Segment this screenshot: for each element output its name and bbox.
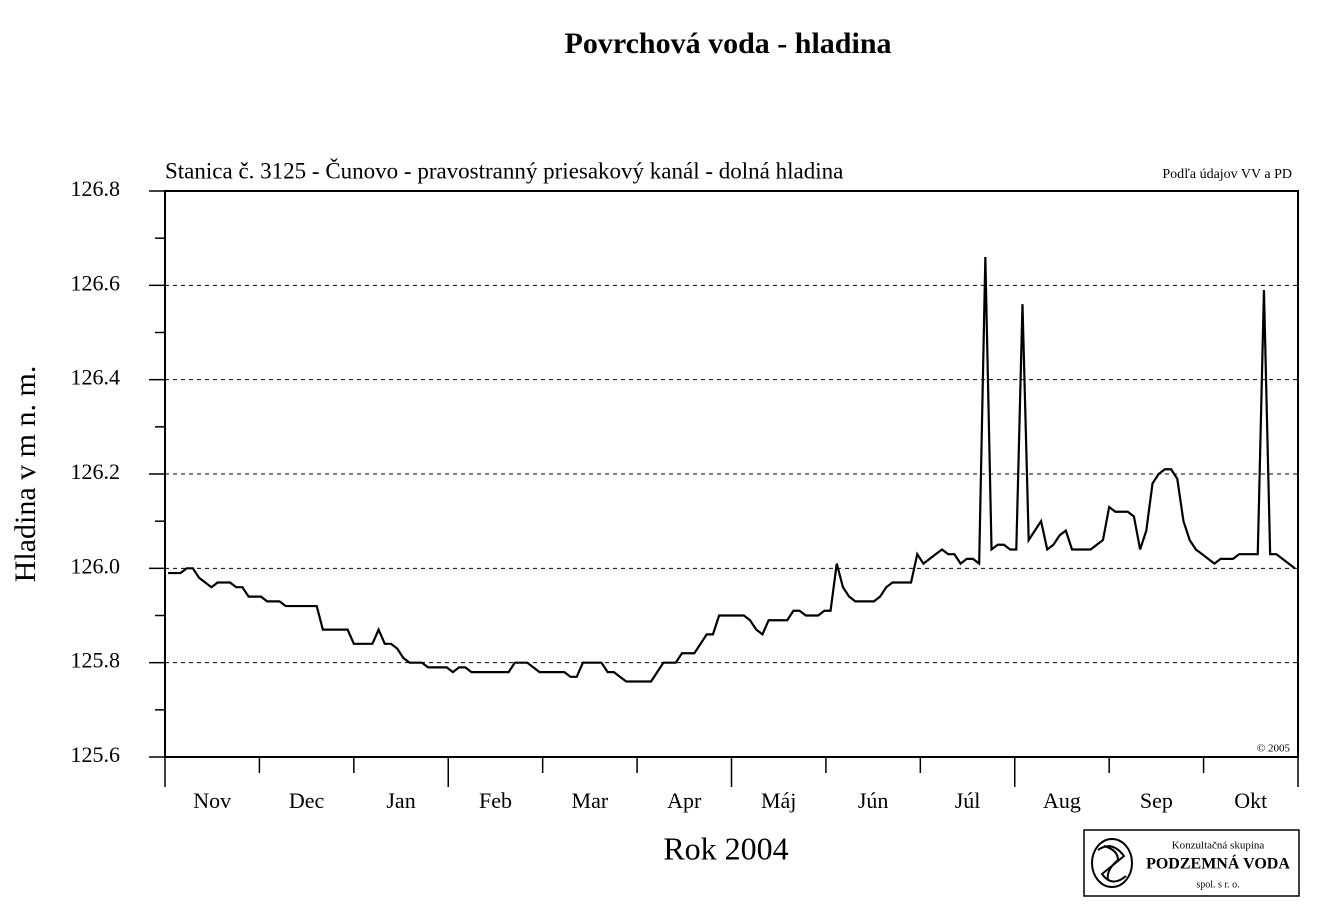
chart-title: Povrchová voda - hladina — [565, 27, 892, 60]
x-axis-label: Rok 2004 — [663, 830, 788, 866]
x-tick-label: Okt — [1234, 788, 1267, 813]
y-tick-label: 125.6 — [71, 742, 121, 767]
copyright: © 2005 — [1257, 743, 1291, 755]
x-tick-label: Mar — [572, 788, 609, 813]
logo: Konzultačná skupina PODZEMNÁ VODA spol. … — [1083, 829, 1300, 897]
y-axis-label: Hladina v m n. m. — [9, 366, 42, 583]
x-tick-label: Feb — [479, 788, 512, 813]
y-tick-label: 126.4 — [71, 365, 121, 390]
x-tick-label: Jan — [386, 788, 415, 813]
y-tick-label: 126.8 — [71, 176, 121, 201]
x-tick-label: Sep — [1140, 788, 1173, 813]
logo-line1: Konzultačná skupina — [1172, 840, 1265, 852]
x-tick-label: Dec — [289, 788, 325, 813]
plot-frame — [164, 190, 1299, 758]
logo-line3: spol. s r. o. — [1196, 879, 1239, 890]
logo-line2: PODZEMNÁ VODA — [1146, 854, 1290, 873]
y-tick-label: 126.0 — [71, 553, 121, 578]
source-note: Podľa údajov VV a PD — [1162, 167, 1292, 182]
x-tick-label: Apr — [667, 788, 702, 813]
x-tick-label: Jún — [858, 788, 889, 813]
data-line — [168, 257, 1296, 683]
x-tick-label: Nov — [193, 788, 231, 813]
y-tick-label: 126.6 — [71, 270, 121, 295]
x-tick-label: Aug — [1043, 788, 1081, 813]
x-tick-label: Júl — [955, 788, 981, 813]
y-tick-label: 125.8 — [71, 648, 121, 673]
logo-icon — [1091, 838, 1133, 888]
chart-subtitle: Stanica č. 3125 - Čunovo - pravostranný … — [165, 157, 843, 183]
y-tick-label: 126.2 — [71, 459, 121, 484]
x-tick-label: Máj — [761, 788, 796, 813]
